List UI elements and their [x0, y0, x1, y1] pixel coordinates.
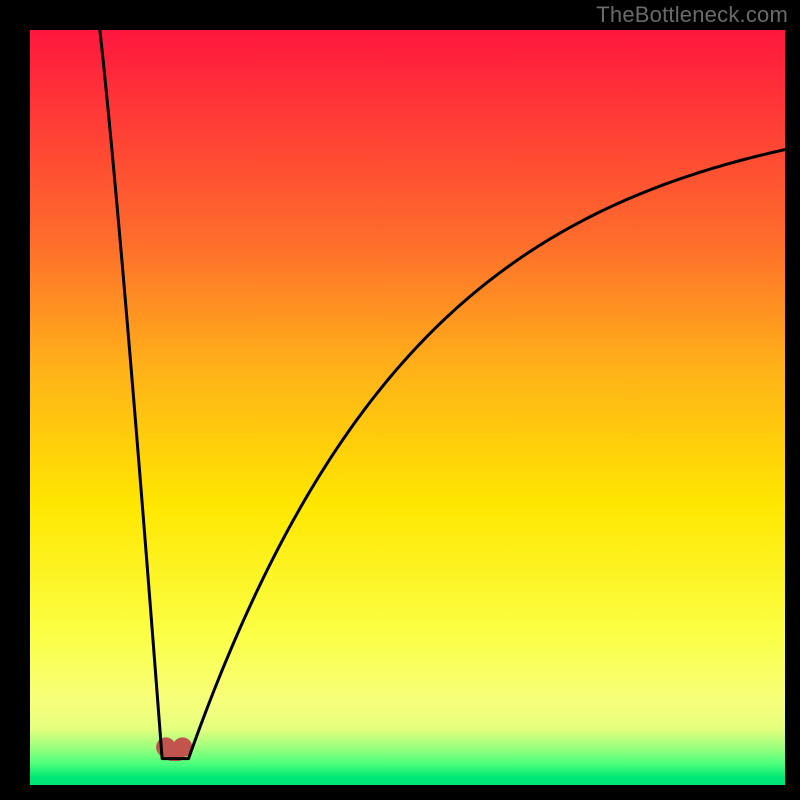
bottleneck-chart — [0, 0, 800, 800]
watermark: TheBottleneck.com — [596, 2, 788, 28]
plot-background — [30, 30, 785, 785]
chart-container: { "chart": { "type": "line", "canvas": {… — [0, 0, 800, 800]
